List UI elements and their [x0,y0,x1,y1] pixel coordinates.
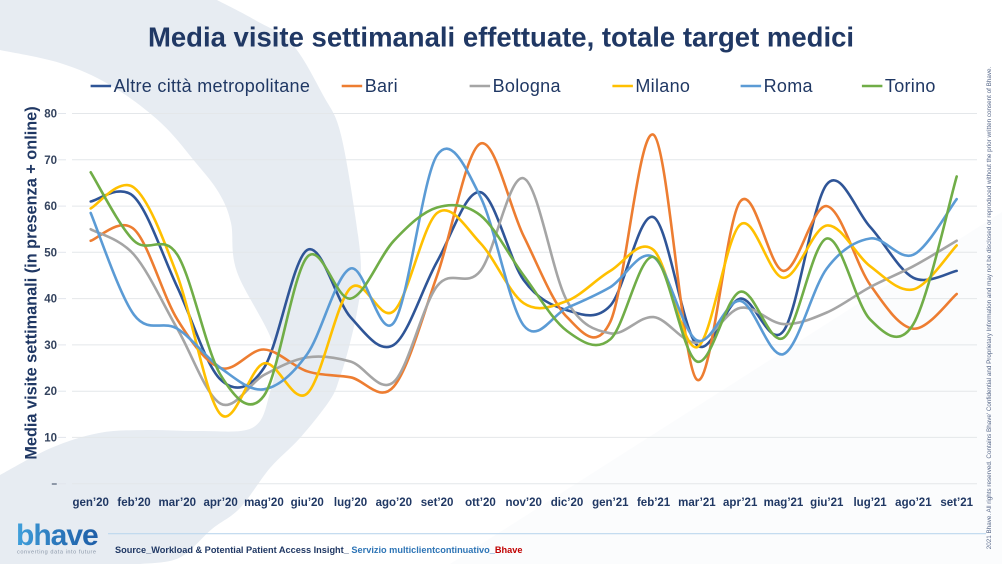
svg-text:lug’20: lug’20 [334,497,367,509]
svg-text:feb’20: feb’20 [117,497,150,509]
svg-text:lug’21: lug’21 [853,497,887,509]
svg-text:–: – [51,479,57,490]
svg-text:ott’20: ott’20 [465,497,496,509]
svg-text:2021 Bhave. All rights reserve: 2021 Bhave. All rights reserved. Contain… [986,67,993,550]
svg-text:Bologna: Bologna [493,76,562,96]
svg-text:apr’21: apr’21 [723,497,758,509]
svg-text:set’21: set’21 [940,497,973,509]
svg-text:20: 20 [44,386,57,398]
svg-text:ago’20: ago’20 [376,497,412,509]
svg-text:60: 60 [44,201,57,213]
svg-text:feb’21: feb’21 [637,497,671,509]
svg-text:mag’21: mag’21 [764,497,804,509]
svg-text:set’20: set’20 [421,497,454,509]
svg-text:70: 70 [44,155,57,167]
svg-text:apr’20: apr’20 [203,497,237,509]
svg-text:Altre città metropolitane: Altre città metropolitane [114,76,311,96]
svg-text:Bari: Bari [365,76,398,96]
svg-text:Milano: Milano [635,76,690,96]
svg-text:Torino: Torino [885,76,936,96]
svg-text:30: 30 [44,340,57,352]
svg-text:Source_Workload & Potential Pa: Source_Workload & Potential Patient Acce… [115,545,522,555]
svg-text:80: 80 [44,109,57,121]
svg-text:Media visite settimanali (in p: Media visite settimanali (in presenza + … [23,106,41,459]
svg-text:mar’21: mar’21 [678,497,716,509]
svg-text:dic’20: dic’20 [551,497,584,509]
svg-text:nov’20: nov’20 [505,497,541,509]
svg-text:Roma: Roma [764,76,814,96]
svg-text:gen’20: gen’20 [72,497,108,509]
svg-text:mag’20: mag’20 [244,497,284,509]
svg-text:converting data into future: converting data into future [17,550,97,556]
svg-text:bhave: bhave [16,519,98,552]
svg-text:ago’21: ago’21 [895,497,932,509]
svg-text:gen’21: gen’21 [592,497,629,509]
svg-text:50: 50 [44,247,57,259]
svg-text:10: 10 [44,432,57,444]
svg-text:40: 40 [44,294,57,306]
svg-text:giu’21: giu’21 [810,497,844,509]
svg-text:mar’20: mar’20 [159,497,197,509]
svg-text:Media visite settimanali effet: Media visite settimanali effettuate, tot… [148,22,854,53]
svg-text:giu’20: giu’20 [291,497,324,509]
